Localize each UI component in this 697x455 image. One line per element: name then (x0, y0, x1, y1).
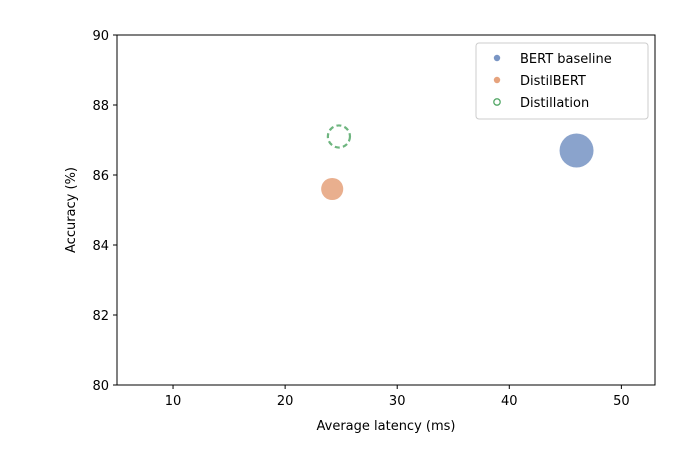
chart-marks (321, 124, 594, 201)
y-axis-ticks: 80 82 84 86 88 90 (92, 29, 117, 394)
x-tick-label: 20 (277, 394, 294, 409)
legend-box (475, 42, 649, 120)
y-tick-label: 90 (92, 29, 109, 44)
y-axis-label: Accuracy (%) (64, 167, 79, 253)
x-axis-label: Average latency (ms) (317, 419, 456, 434)
y-tick-label: 82 (92, 309, 109, 324)
y-tick-label: 88 (92, 99, 109, 114)
legend-marker-distillation (493, 98, 501, 106)
legend-label-distilbert: DistilBERT (520, 74, 586, 89)
point-distilbert (321, 177, 344, 201)
x-tick-label: 40 (501, 394, 518, 409)
legend-label-bert-baseline: BERT baseline (520, 52, 612, 67)
legend-marker-distilbert (493, 76, 501, 84)
point-distillation (326, 124, 352, 149)
x-tick-label: 50 (613, 394, 630, 409)
legend-label-distillation: Distillation (520, 96, 589, 111)
y-tick-label: 84 (92, 239, 109, 254)
y-tick-label: 80 (92, 379, 109, 394)
point-bert-baseline (559, 133, 594, 168)
x-tick-label: 30 (389, 394, 406, 409)
plot-frame (116, 34, 656, 386)
x-axis-ticks: 10 20 30 40 50 (165, 385, 630, 409)
y-tick-label: 86 (92, 169, 109, 184)
x-tick-label: 10 (165, 394, 182, 409)
legend-marker-bert-baseline (493, 54, 501, 62)
legend: BERT baseline DistilBERT Distillation (475, 42, 649, 120)
